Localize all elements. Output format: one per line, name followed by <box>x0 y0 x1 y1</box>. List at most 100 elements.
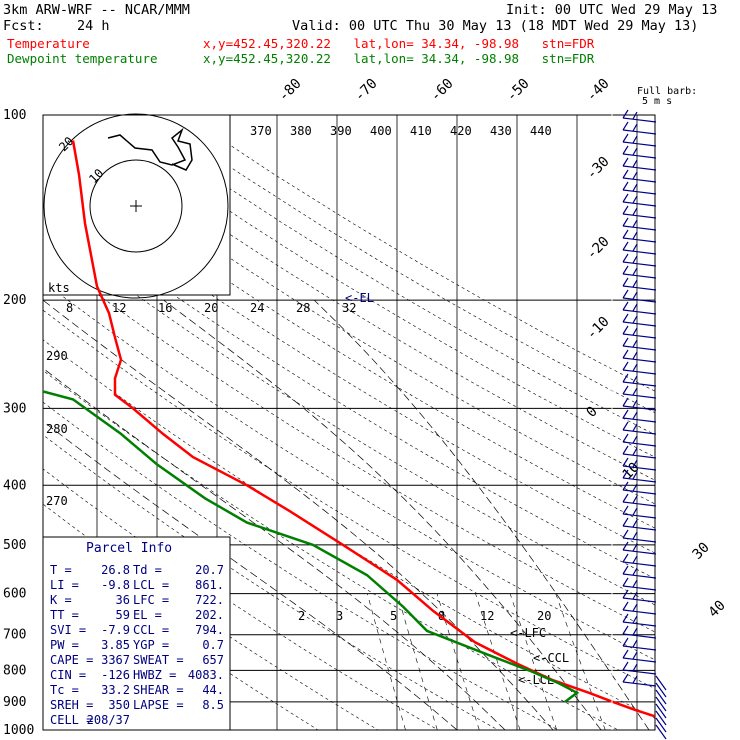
profile-series <box>43 140 655 718</box>
el-marker: <-EL <box>345 291 374 305</box>
pressure-label: 600 <box>3 587 26 602</box>
valid-time: Valid: 00 UTC Thu 30 May 13 (18 MDT Wed … <box>292 18 699 34</box>
theta-label: 390 <box>330 124 352 138</box>
wind-barb <box>622 301 657 315</box>
barb-note-unit: 5 m s <box>642 96 672 107</box>
wind-barb <box>622 673 657 687</box>
wind-barb <box>622 337 657 351</box>
speed-tick-label: 32 <box>342 301 356 315</box>
dry-adiabat <box>43 226 655 606</box>
parcel-value: 33.2 <box>101 683 130 697</box>
parcel-value: 0.7 <box>202 638 224 652</box>
forecast-hour: 24 h <box>77 18 110 34</box>
wind-barb <box>622 649 657 663</box>
pressure-label: 300 <box>3 401 26 416</box>
wind-barb <box>655 682 667 698</box>
theta-label: 380 <box>290 124 312 138</box>
parcel-value: 202. <box>195 608 224 622</box>
pressure-label: 500 <box>3 538 26 553</box>
wind-barb <box>622 553 657 567</box>
moist-adiabat <box>43 299 554 730</box>
parcel-value: 657 <box>202 653 224 667</box>
parcel-label: K = <box>50 593 72 607</box>
mixing-ratio-line <box>555 593 606 730</box>
wind-barb <box>622 361 657 375</box>
wind-barb <box>622 421 657 435</box>
wind-barb <box>622 433 657 447</box>
wind-barb <box>622 109 657 123</box>
wind-barb <box>622 517 657 531</box>
pressure-label: 900 <box>3 695 26 710</box>
pressure-label: 1000 <box>3 723 34 738</box>
parcel-label: LAPSE = <box>133 698 184 712</box>
wind-barb <box>622 625 657 639</box>
mixing-ratio-line <box>475 593 521 730</box>
theta-label: 420 <box>450 124 472 138</box>
mixing-ratio-line <box>367 593 406 730</box>
speed-tick-label: 12 <box>112 301 126 315</box>
wind-barb <box>622 589 657 603</box>
pressure-label: 800 <box>3 663 26 678</box>
wind-barb <box>622 289 657 303</box>
parcel-value: 4083. <box>188 668 224 682</box>
dry-adiabat <box>43 503 379 730</box>
isotherm-label: -70 <box>352 76 381 105</box>
parcel-label: LCL = <box>133 578 169 592</box>
parcel-value: 36 <box>116 593 130 607</box>
isotherm-label: -20 <box>584 234 613 263</box>
parcel-label: TT = <box>50 608 79 622</box>
parcel-label: Tc = <box>50 683 79 697</box>
dry-adiabat <box>43 370 619 730</box>
wind-barb <box>622 565 657 579</box>
dry-adiabat <box>43 174 655 554</box>
legend-temperature-label: Temperature <box>7 36 90 51</box>
wind-barb <box>622 469 657 483</box>
parcel-value: 26.8 <box>101 563 130 577</box>
moist-adiabat <box>43 420 458 730</box>
dry-adiabat <box>43 148 655 529</box>
dry-adiabat <box>43 309 655 689</box>
mixing-ratio-label: 20 <box>537 609 551 623</box>
dry-adiabat <box>60 115 655 481</box>
wind-barb <box>622 349 657 363</box>
wind-barb <box>622 529 657 543</box>
dry-adiabat <box>43 434 499 730</box>
wind-barb <box>622 601 657 615</box>
speed-tick-label: 20 <box>204 301 218 315</box>
parcel-info-title: Parcel Info <box>86 541 172 556</box>
isotherm-label: -30 <box>584 154 613 183</box>
parcel-info-frame <box>42 536 231 731</box>
parcel-label: CCL = <box>133 623 169 637</box>
theta-label: 430 <box>490 124 512 138</box>
legend-dewpoint-location: x,y=452.45,320.22 lat,lon= 34.34, -98.98… <box>203 51 595 66</box>
parcel-value: 44. <box>202 683 224 697</box>
moist-adiabat <box>163 299 602 730</box>
wind-barb <box>622 241 657 255</box>
dry-adiabat <box>43 124 655 505</box>
parcel-value: 794. <box>195 623 224 637</box>
moist-adiabat <box>43 367 506 730</box>
pressure-label: 200 <box>3 293 26 308</box>
parcel-label: SHEAR = <box>133 683 184 697</box>
wind-barb <box>622 145 657 159</box>
isotherm-label: -80 <box>276 76 305 105</box>
wind-barb <box>622 445 657 459</box>
parcel-value: 59 <box>116 608 130 622</box>
dry-adiabat-label: 290 <box>46 349 68 363</box>
pressure-label: 400 <box>3 478 26 493</box>
parcel-label: SREH = <box>50 698 93 712</box>
dewpoint-profile <box>43 390 580 703</box>
wind-barb <box>622 577 657 591</box>
dry-adiabat-label: 270 <box>46 494 68 508</box>
forecast-label: Fcst: <box>3 18 44 34</box>
moist-adiabat <box>313 299 650 730</box>
wind-barbs: Full barb:5 m s <box>611 86 697 740</box>
wind-barb <box>622 397 657 411</box>
wind-barb <box>622 121 657 135</box>
lfc-marker: <-LFC <box>510 626 546 640</box>
dry-adiabat <box>153 115 655 414</box>
isotherm-label: 30 <box>690 540 713 563</box>
wind-barb <box>622 457 657 471</box>
wind-barb <box>622 385 657 399</box>
parcel-value: -7.9 <box>101 623 130 637</box>
